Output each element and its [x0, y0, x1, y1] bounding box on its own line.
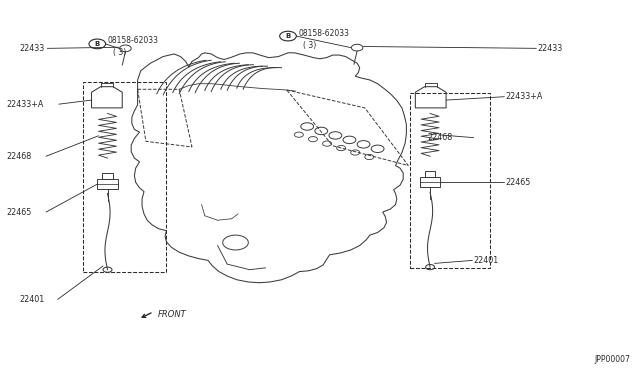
Text: 22433+A: 22433+A: [506, 92, 543, 101]
Bar: [102, 173, 113, 179]
Text: ( 3): ( 3): [113, 48, 126, 57]
Text: 22401: 22401: [19, 295, 44, 304]
Bar: [410, 93, 490, 268]
Text: ( 3): ( 3): [303, 41, 317, 49]
Text: FRONT: FRONT: [158, 310, 187, 319]
Text: 22468: 22468: [428, 133, 452, 142]
Text: B: B: [285, 33, 291, 39]
Text: 22433: 22433: [538, 44, 563, 53]
Bar: [97, 179, 118, 189]
Text: 08158-62033: 08158-62033: [298, 29, 349, 38]
Text: 22465: 22465: [506, 178, 531, 187]
Text: 22465: 22465: [6, 208, 32, 217]
Bar: [83, 82, 166, 272]
Text: B: B: [95, 41, 100, 47]
Bar: [425, 171, 435, 177]
Text: 22433+A: 22433+A: [6, 100, 44, 109]
Text: 22401: 22401: [474, 256, 499, 265]
Text: JPP00007: JPP00007: [595, 355, 630, 364]
Text: 08158-62033: 08158-62033: [108, 36, 159, 45]
Text: 22468: 22468: [6, 152, 31, 161]
Bar: [420, 177, 440, 187]
Text: 22433: 22433: [19, 44, 44, 53]
